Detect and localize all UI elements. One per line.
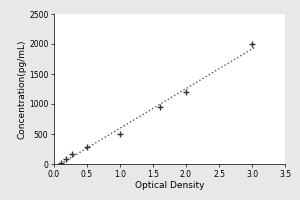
X-axis label: Optical Density: Optical Density <box>135 181 204 190</box>
Y-axis label: Concentration(pg/mL): Concentration(pg/mL) <box>17 39 26 139</box>
